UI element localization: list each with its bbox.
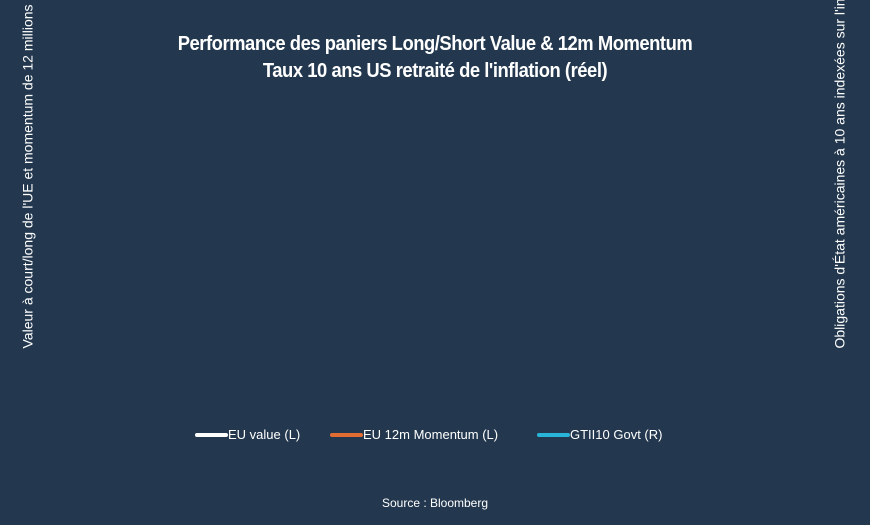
legend: EU value (L) EU 12m Momentum (L) GTII10 … — [0, 427, 870, 447]
source-note: Source : Bloomberg — [381, 496, 489, 510]
legend-item-gtii10: GTII10 Govt (R) — [537, 427, 662, 442]
legend-item-eu-momentum: EU 12m Momentum (L) — [330, 427, 498, 442]
legend-label: EU 12m Momentum (L) — [363, 427, 499, 442]
legend-swatch — [330, 432, 363, 437]
chart-title: Performance des paniers Long/Short Value… — [177, 33, 693, 55]
legend-swatch — [537, 432, 570, 437]
legend-label: GTII10 Govt (R) — [570, 427, 663, 442]
legend-swatch — [195, 432, 228, 437]
chart-subtitle: Taux 10 ans US retraité de l'inflation (… — [262, 60, 608, 82]
legend-label: EU value (L) — [228, 427, 301, 442]
legend-item-eu-value: EU value (L) — [195, 427, 300, 442]
